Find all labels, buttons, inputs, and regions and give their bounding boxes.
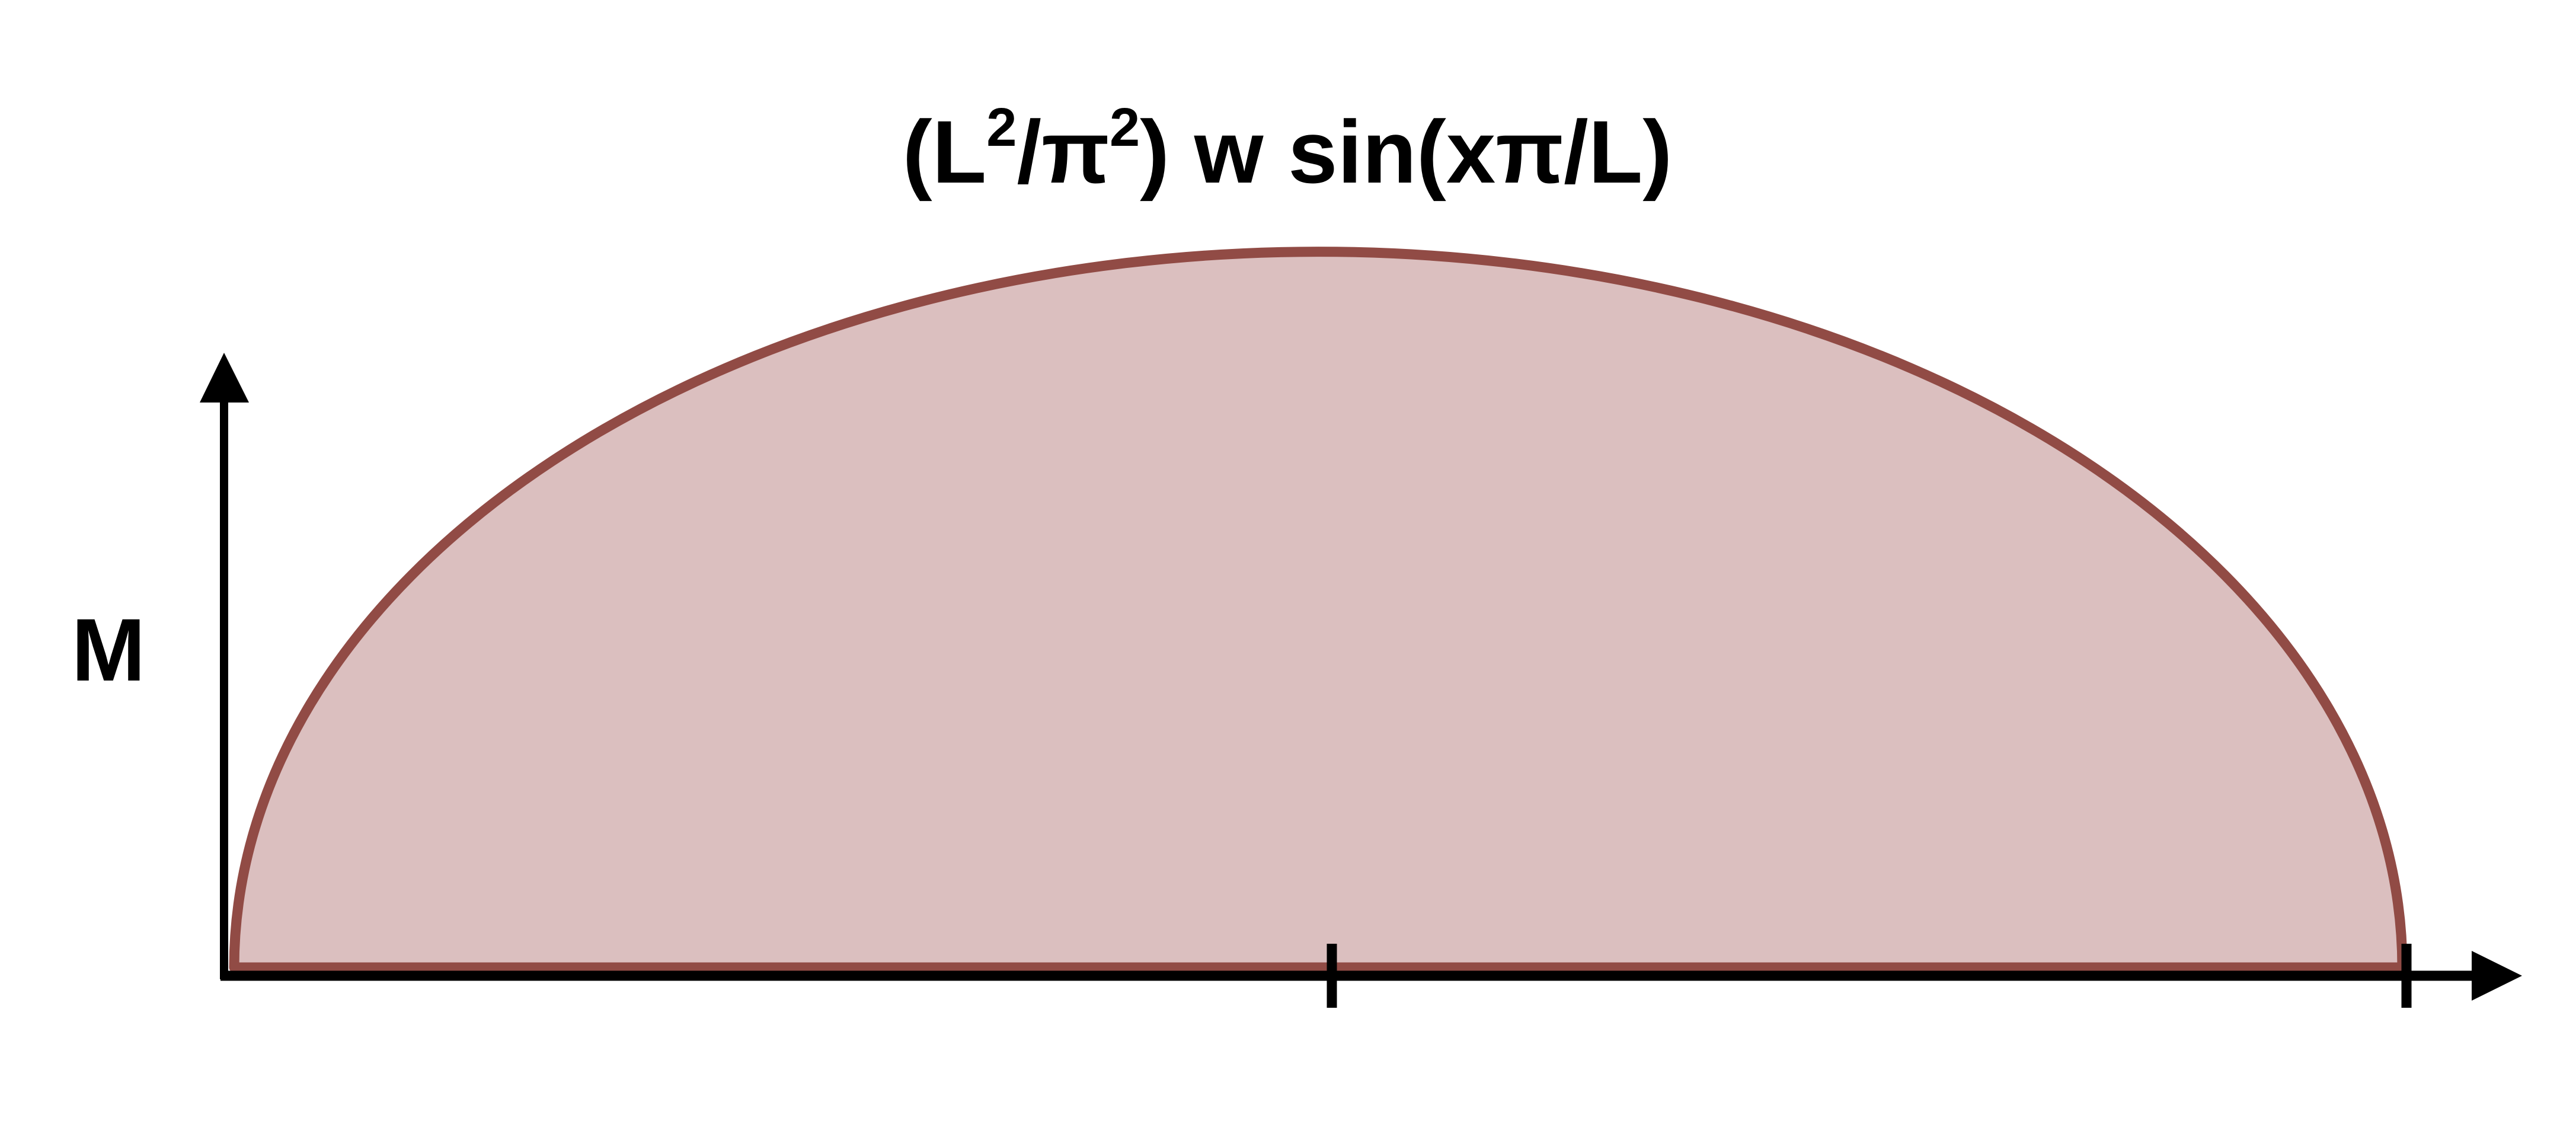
title-superscript-2: 2 [1110, 97, 1140, 158]
y-axis-label: M [72, 600, 146, 700]
x-axis-arrow-icon [2472, 951, 2522, 1001]
moment-curve [229, 246, 2408, 973]
diagram-title: (L2/π2) w sin(xπ/L) [903, 97, 1673, 202]
y-axis-arrow-icon [200, 353, 249, 403]
title-prefix: (L [903, 102, 987, 202]
title-mid: /π [1017, 102, 1110, 202]
title-suffix: ) w sin(xπ/L) [1140, 102, 1672, 202]
title-superscript-1: 2 [986, 97, 1017, 158]
